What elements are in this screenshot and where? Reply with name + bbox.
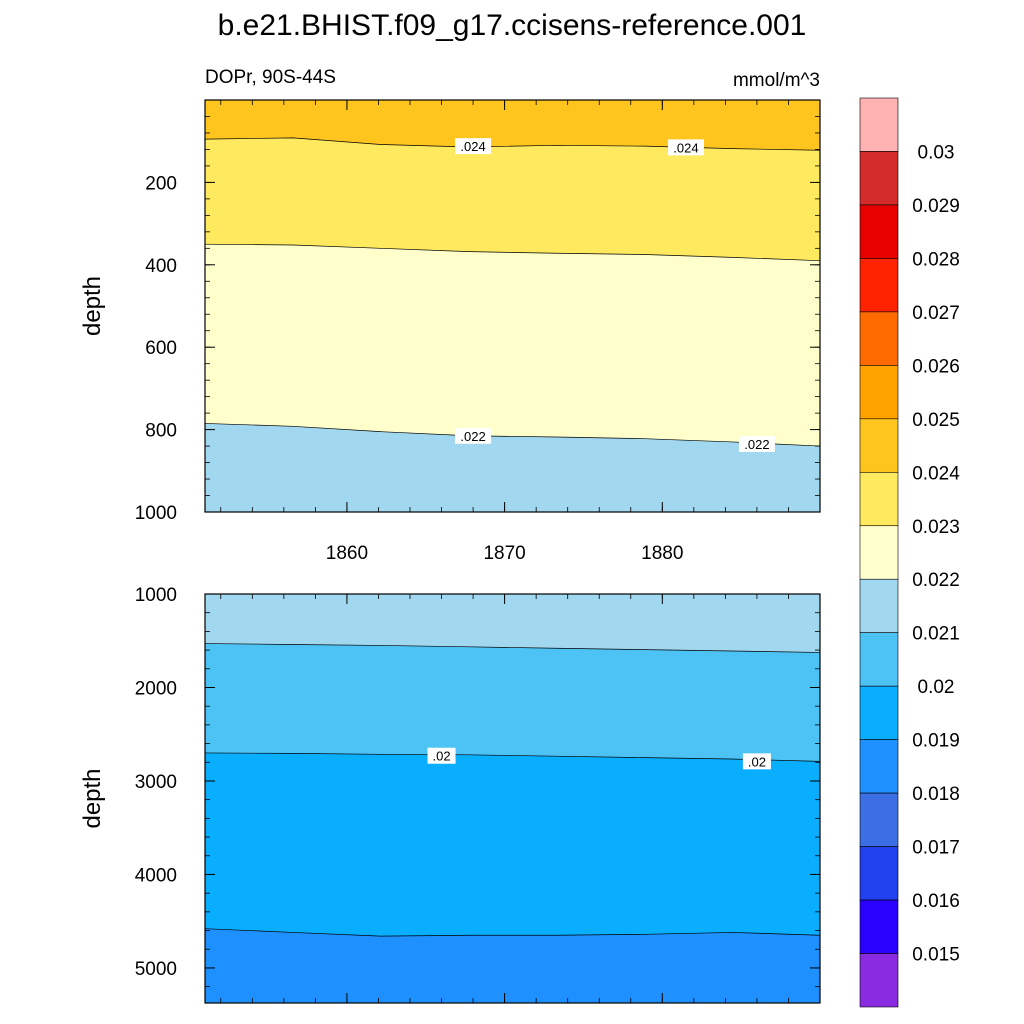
variable-label: DOPr, 90S-44S [205, 67, 336, 88]
colorbar-swatch [859, 792, 899, 847]
y-tick-label: 1000 [135, 503, 177, 524]
colorbar-label: 0.025 [912, 410, 960, 431]
colorbar-swatch [859, 418, 899, 473]
colorbar-label: 0.022 [912, 570, 960, 591]
y-tick-label: 800 [145, 421, 177, 442]
chart-title: b.e21.BHIST.f09_g17.ccisens-reference.00… [218, 9, 807, 42]
contour-label: .022 [460, 429, 485, 444]
colorbar-swatch [859, 953, 899, 1008]
colorbar-label: 0.028 [912, 249, 960, 270]
colorbar-swatch [859, 739, 899, 794]
colorbar-label: 0.016 [912, 891, 960, 912]
colorbar-swatch [859, 204, 899, 259]
colorbar-swatch [859, 311, 899, 366]
contour-band-0.024-0.025 [205, 100, 820, 151]
colorbar-label: 0.024 [912, 463, 960, 484]
contour-band-0.023-0.024 [205, 137, 820, 261]
contour-line-0.022 [205, 423, 820, 447]
panel-frame [204, 593, 821, 1004]
colorbar-swatch [859, 258, 899, 313]
contour-band-0.022-0.023 [205, 244, 820, 447]
y-tick-label: 2000 [135, 678, 177, 699]
y-tick-label: 600 [145, 338, 177, 359]
colorbar-swatch [859, 632, 899, 687]
colorbar-swatch [859, 578, 899, 634]
y-tick-label: 4000 [135, 865, 177, 886]
contour-line-0.019 [205, 928, 820, 937]
y-tick-label: 400 [145, 256, 177, 277]
contour-label: .024 [460, 139, 485, 154]
colorbar-swatch [859, 525, 899, 580]
contour-label-bg [742, 753, 771, 770]
y-axis-label: depth [79, 768, 106, 828]
colorbar-label: 0.021 [912, 624, 960, 645]
y-tick-label: 3000 [135, 772, 177, 793]
contour-band-0.021-0.022 [205, 423, 820, 512]
contour-label: .02 [748, 754, 766, 769]
colorbar-label: 0.029 [912, 196, 960, 217]
x-tick-label: 1860 [326, 543, 368, 564]
contour-label-bg [455, 138, 492, 155]
colorbar-swatch [859, 151, 899, 206]
colorbar-swatch [859, 365, 899, 420]
contour-label-bg [738, 436, 775, 453]
colorbar-swatch [859, 685, 899, 740]
y-tick-label: 200 [145, 173, 177, 194]
panel-1: .024 .024 .022 .022 200 400 600 800 1000 1860 1870… [79, 99, 821, 564]
contour-band-0.019-0.02 [205, 752, 820, 937]
contour-label-bg [455, 427, 492, 444]
colorbar-label: 0.017 [912, 838, 960, 859]
colorbar: 0.015 0.016 0.017 0.018 0.019 0.02 0.021 0.022 0… [859, 97, 960, 1008]
colorbar-label: 0.03 [918, 142, 955, 163]
y-tick-label: 1000 [135, 585, 177, 606]
plot-area: .024 .024 .022 .022 [205, 100, 820, 512]
plot-area: .02 .02 [205, 594, 820, 1003]
colorbar-swatch [859, 899, 899, 954]
contour-label: .022 [744, 437, 769, 452]
contour-line-0.0235 [205, 243, 820, 262]
contour-line-0.024 [205, 137, 820, 151]
contour-band-0.021-0.022 [205, 594, 820, 653]
colorbar-label: 0.023 [912, 517, 960, 538]
contour-label: .024 [673, 140, 698, 155]
x-tick-label: 1870 [483, 543, 525, 564]
colorbar-label: 0.027 [912, 303, 960, 324]
colorbar-label: 0.019 [912, 731, 960, 752]
x-tick-label: 1880 [641, 543, 683, 564]
panel-2: .02 .02 1000 2000 3000 4000 5000 depth [79, 585, 821, 1004]
panel-frame [204, 99, 821, 513]
colorbar-label: 0.026 [912, 356, 960, 377]
colorbar-label: 0.02 [918, 677, 955, 698]
contour-line-0.021 [205, 643, 820, 653]
colorbar-swatch [859, 471, 899, 527]
colorbar-label: 0.015 [912, 945, 960, 966]
y-axis-label: depth [79, 276, 106, 336]
y-tick-label: 5000 [135, 959, 177, 980]
contour-label-bg [427, 747, 456, 764]
panels: .024 .024 .022 .022 200 400 600 800 1000 1860 1870… [79, 99, 821, 1004]
units-label: mmol/m^3 [733, 70, 820, 91]
colorbar-swatch [859, 846, 899, 901]
contour-line-0.02 [205, 752, 820, 762]
contour-label-bg [667, 139, 704, 156]
contour-label: .02 [432, 749, 450, 764]
colorbar-swatch [859, 97, 899, 152]
colorbar-label: 0.018 [912, 784, 960, 805]
contour-band-0.018-0.019 [205, 928, 820, 1003]
contour-band-0.02-0.021 [205, 643, 820, 762]
